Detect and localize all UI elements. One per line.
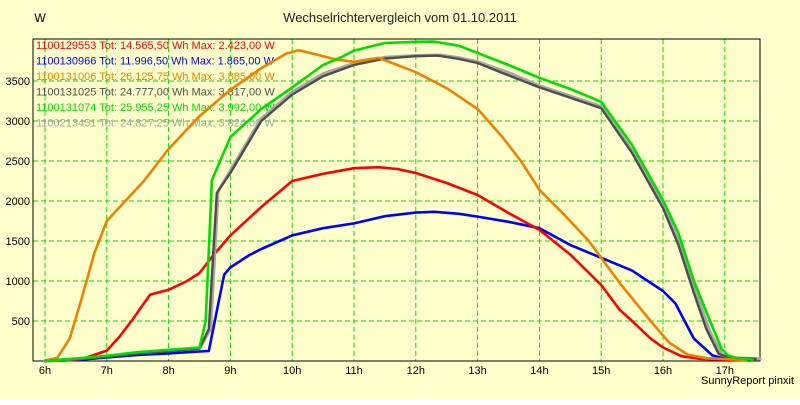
series-line-1100131006: [43, 48, 748, 362]
x-tick-label: 10h: [283, 365, 301, 377]
plot-frame: [32, 38, 761, 362]
series-line-1100131074: [43, 40, 754, 363]
series-line-1100213451: [43, 53, 762, 363]
data-series-lines: [43, 40, 762, 363]
x-tick-label: 11h: [345, 365, 363, 377]
x-tick-label: 13h: [468, 365, 486, 377]
series-line-1100130966: [43, 210, 739, 363]
y-axis-unit-label: W: [34, 11, 46, 25]
legend-entry: 1100129553 Tot: 14.565,50 Wh Max: 2.423,…: [36, 40, 275, 52]
grid-lines: [33, 39, 760, 361]
legend-entry: 1100131025 Tot: 24.777,00 Wh Max: 3.817,…: [36, 87, 275, 99]
x-tick-label: 12h: [407, 365, 425, 377]
legend-entry: 1100130966 Tot: 11.996,50 Wh Max: 1.865,…: [36, 56, 275, 68]
y-tick-label: 2500: [6, 156, 30, 168]
chart-title: Wechselrichtervergleich vom 01.10.2011: [283, 10, 517, 25]
x-tick-label: 7h: [101, 365, 113, 377]
x-tick-label: 14h: [530, 365, 548, 377]
x-tick-label: 9h: [224, 365, 236, 377]
legend: 1100129553 Tot: 14.565,50 Wh Max: 2.423,…: [36, 40, 275, 130]
series-line-1100129553: [43, 165, 745, 363]
x-tick-label: 17h: [716, 365, 734, 377]
legend-entry: 1100131074 Tot: 25.955,25 Wh Max: 3.992,…: [36, 102, 275, 114]
legend-entry: 1100213451 Tot: 24.827,25 Wh Max: 3.824,…: [36, 118, 275, 130]
y-tick-label: 500: [12, 316, 30, 328]
y-tick-label: 3000: [6, 116, 30, 128]
x-tick-label: 16h: [654, 365, 672, 377]
y-axis-tick-labels: 500 1000 1500 2000 2500 3000 3500: [6, 76, 30, 328]
x-tick-label: 15h: [592, 365, 610, 377]
x-axis-tick-labels: 6h 7h 8h 9h 10h 11h 12h 13h 14h 15h 16h 17h: [39, 365, 734, 377]
legend-entry: 1100131006 Tot: 26.125,75 Wh Max: 3.885,…: [36, 71, 275, 83]
y-tick-label: 2000: [6, 196, 30, 208]
y-tick-label: 1000: [6, 276, 30, 288]
y-tick-label: 3500: [6, 76, 30, 88]
x-tick-label: 8h: [162, 365, 174, 377]
x-tick-label: 6h: [39, 365, 51, 377]
footer-watermark: SunnyReport pinxit: [701, 375, 794, 387]
y-tick-label: 1500: [6, 236, 30, 248]
